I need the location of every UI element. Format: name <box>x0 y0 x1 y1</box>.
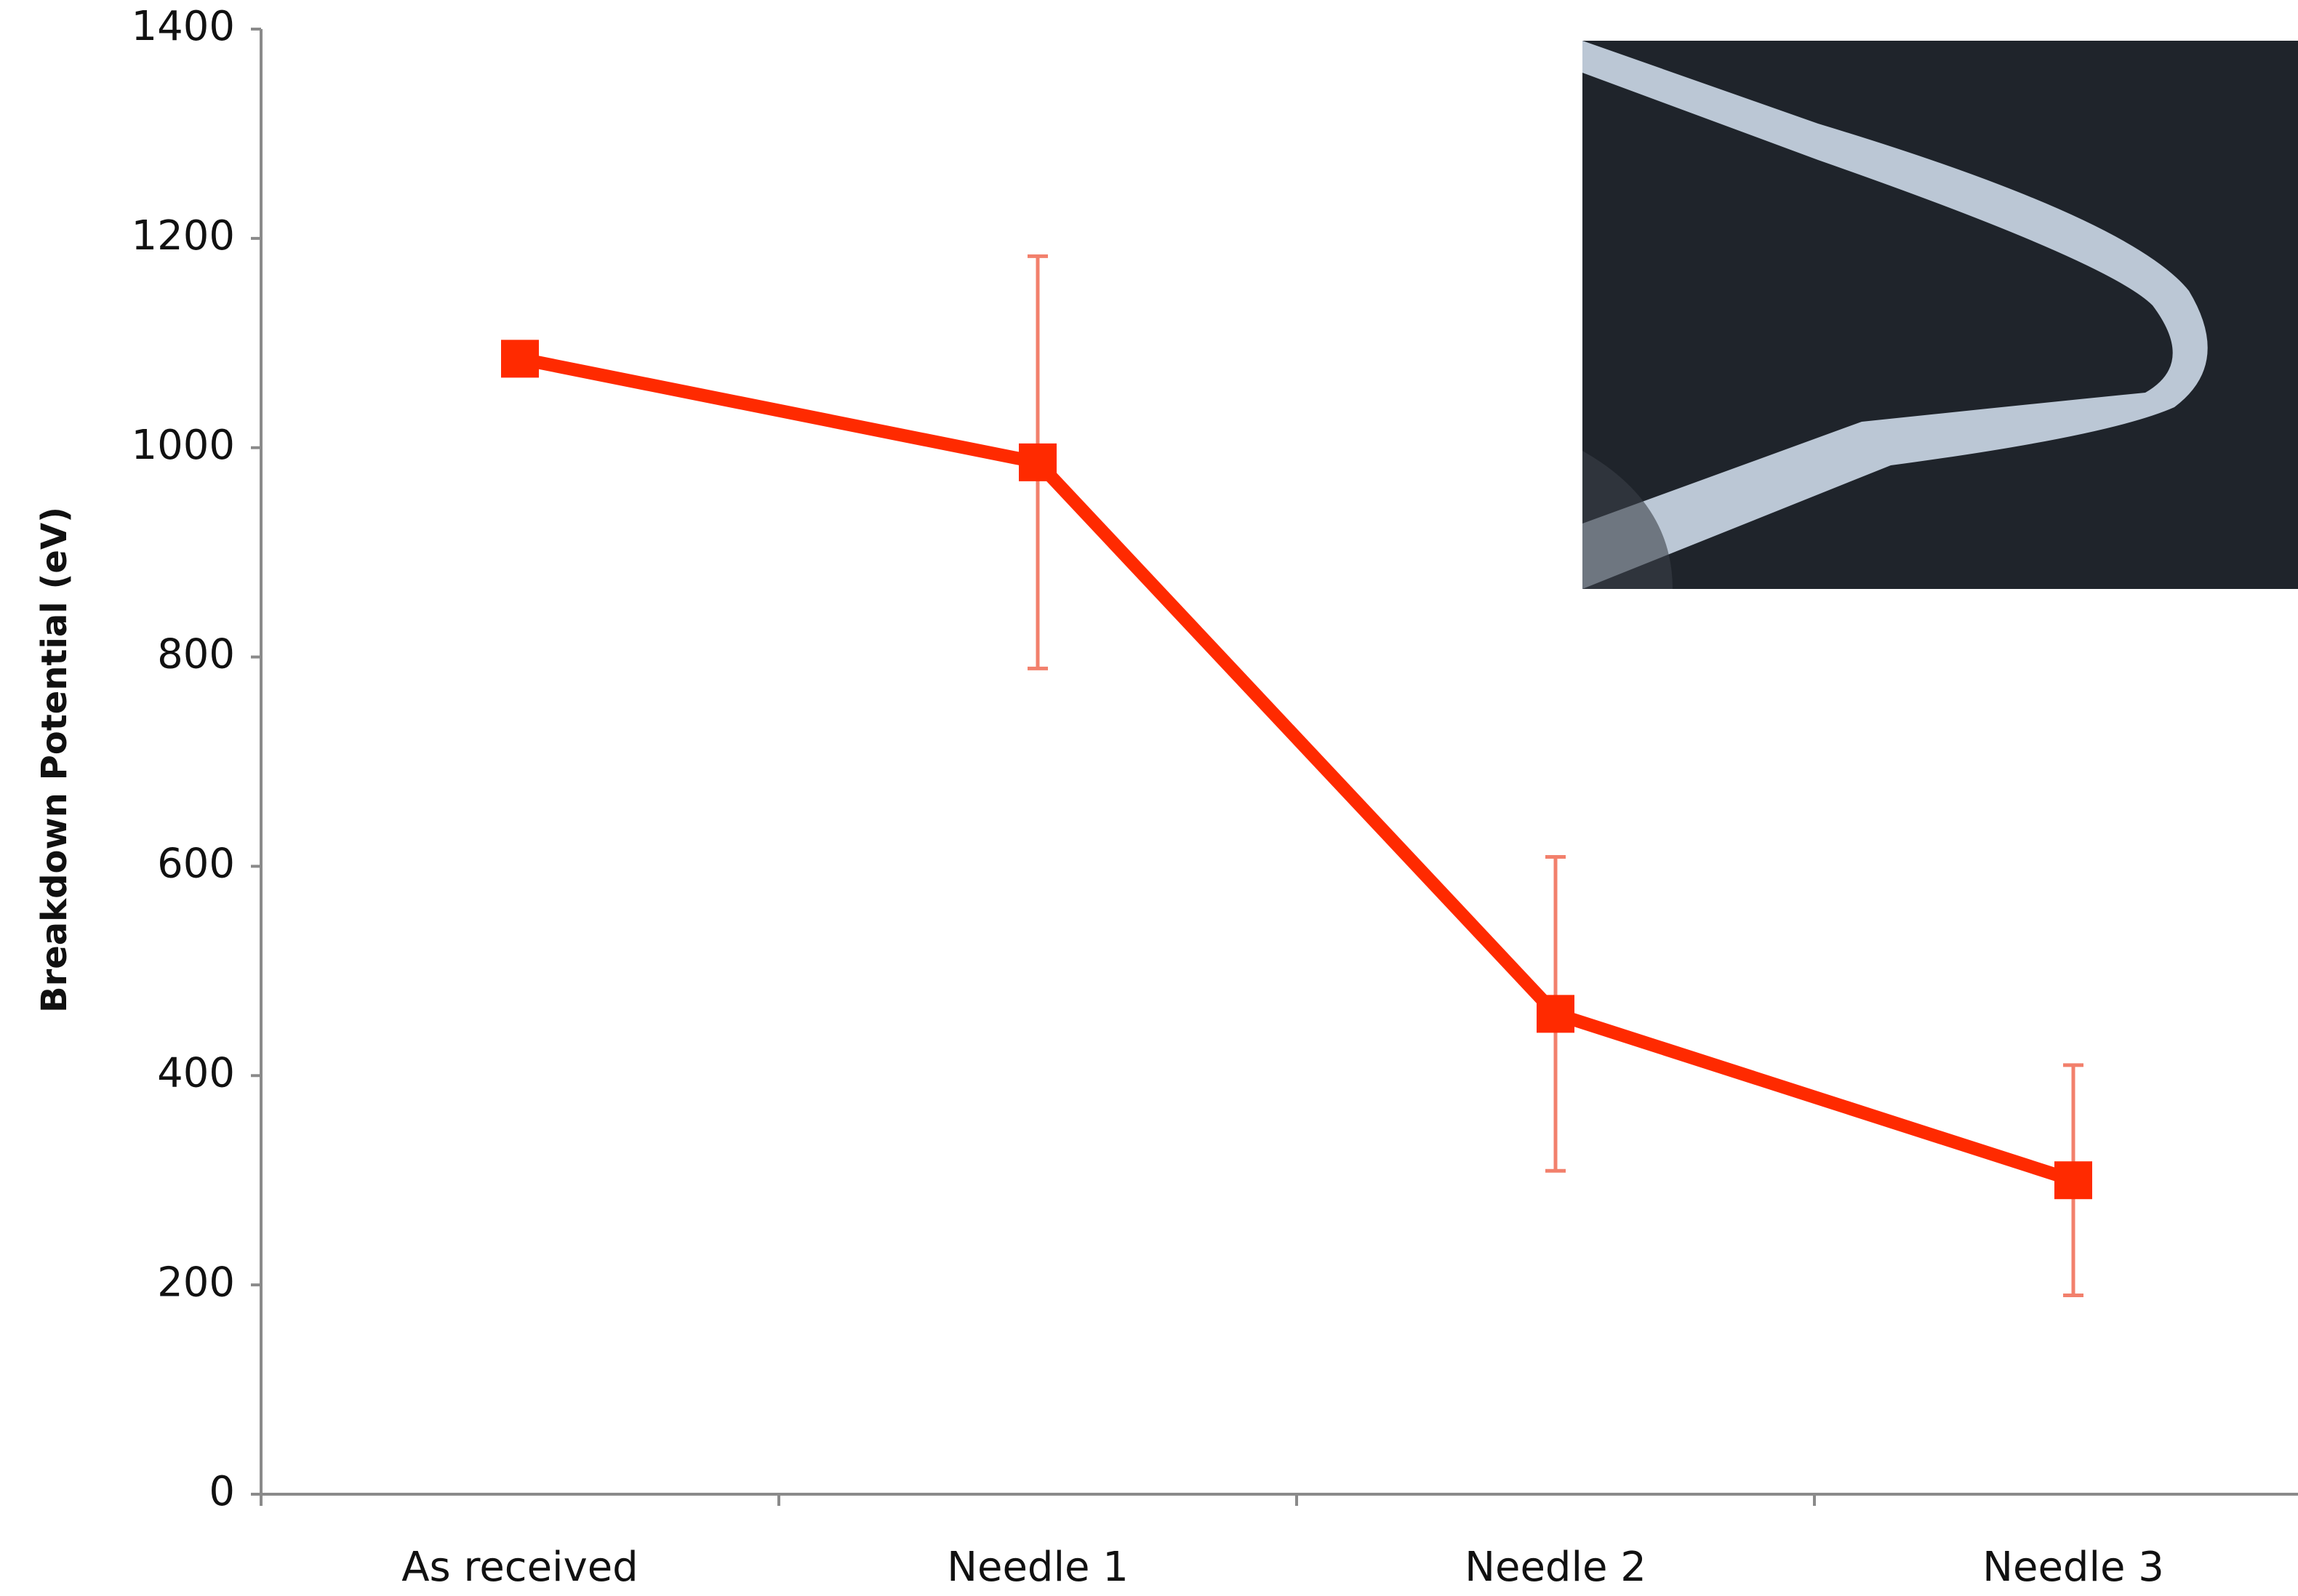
inset-photo <box>1582 41 2298 589</box>
y-tick-label: 600 <box>157 841 235 888</box>
x-tick-label: Needle 2 <box>1465 1544 1646 1591</box>
x-tick-label: Needle 1 <box>947 1544 1129 1591</box>
y-tick-label: 400 <box>157 1049 235 1096</box>
marker <box>1019 444 1057 481</box>
y-tick-label: 1400 <box>131 3 235 50</box>
y-tick-label: 0 <box>209 1468 235 1515</box>
marker <box>1537 995 1574 1032</box>
page: Breakdown Potential (eV) 0 200 400 600 800 10… <box>0 0 2298 1596</box>
marker <box>501 340 539 377</box>
y-tick-label: 200 <box>157 1259 235 1306</box>
marker <box>2054 1161 2092 1199</box>
chart: Breakdown Potential (eV) 0 200 400 600 800 10… <box>0 0 2298 1596</box>
y-tick-label: 1200 <box>131 212 235 260</box>
y-tick-label: 1000 <box>131 422 235 469</box>
y-tick-label: 800 <box>157 631 235 678</box>
x-tick-label: As received <box>401 1544 638 1591</box>
x-tick-label: Needle 3 <box>1982 1544 2164 1591</box>
y-axis-label: Breakdown Potential (eV) <box>34 507 75 1013</box>
